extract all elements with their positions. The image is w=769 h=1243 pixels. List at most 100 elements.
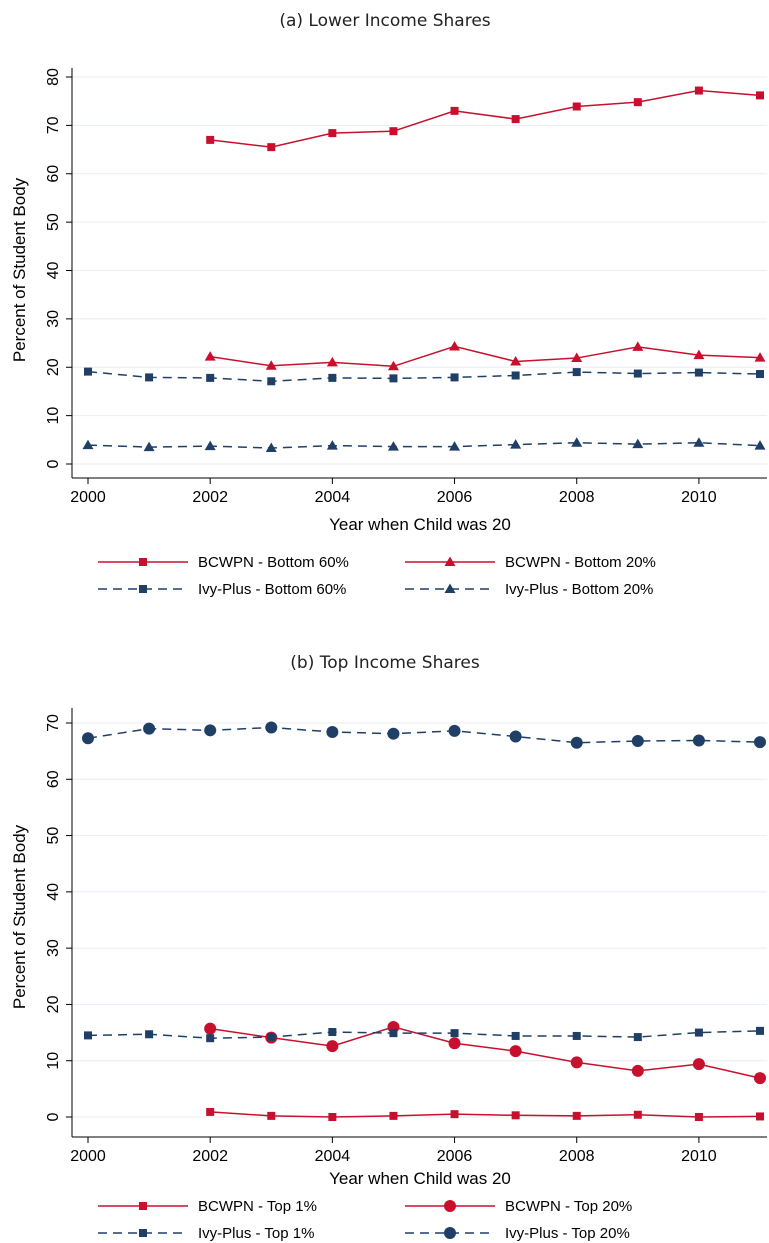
y-tick-label: 70 (45, 714, 62, 732)
data-point (570, 736, 583, 749)
y-tick-label: 30 (45, 939, 62, 957)
data-point (511, 371, 520, 380)
data-point (82, 732, 94, 745)
x-tick-label: 2002 (192, 1148, 228, 1165)
y-tick-label: 50 (45, 827, 62, 845)
legend: BCWPN - Top 1% BCWPN - Top 20% Ivy-Plus - … (98, 1198, 632, 1242)
legend-label: BCWPN - Top 20% (505, 1198, 632, 1215)
data-point (448, 724, 461, 737)
data-point (204, 440, 216, 451)
data-point (326, 726, 339, 739)
data-point (204, 724, 217, 737)
data-point (326, 440, 338, 450)
data-point (693, 437, 705, 447)
data-point (756, 1112, 764, 1121)
legend-label: BCWPN - Bottom 60% (198, 554, 349, 571)
data-point (511, 115, 520, 124)
gridlines (72, 722, 767, 1118)
legend-label: BCWPN - Top 1% (198, 1198, 317, 1215)
y-tick-label: 0 (45, 459, 62, 468)
data-point (267, 377, 276, 386)
series-line (87, 370, 761, 383)
data-point (572, 1031, 581, 1040)
data-point (631, 735, 644, 748)
x-ticks: 2000 2002 2004 2006 2008 2010 (70, 1137, 717, 1165)
data-point (571, 437, 583, 447)
data-point (571, 352, 583, 363)
data-point (387, 727, 400, 740)
legend-marker (444, 583, 456, 593)
x-tick-label: 2010 (681, 1148, 717, 1165)
series-line (210, 1026, 761, 1079)
data-point (265, 360, 277, 370)
data-point (450, 373, 459, 382)
data-point (145, 373, 154, 382)
legend-label: BCWPN - Bottom 20% (505, 554, 656, 571)
data-point (633, 1110, 642, 1119)
data-point (754, 1072, 766, 1085)
x-tick-label: 2010 (681, 489, 717, 506)
series-line (87, 441, 761, 449)
data-point (143, 441, 155, 452)
data-point (389, 127, 398, 136)
data-point (328, 373, 337, 382)
data-point (265, 442, 277, 453)
data-point (449, 340, 461, 351)
x-tick-label: 2008 (559, 1148, 595, 1165)
legend-marker (139, 1202, 147, 1210)
x-tick-label: 2004 (315, 1148, 351, 1165)
x-tick-label: 2006 (437, 1148, 473, 1165)
data-point (633, 1033, 642, 1042)
legend-marker (444, 1200, 456, 1212)
legend-label: Ivy-Plus - Top 1% (198, 1225, 314, 1242)
data-point (633, 369, 642, 378)
data-point (326, 356, 338, 367)
data-point (326, 1040, 339, 1053)
series-group (82, 721, 766, 1121)
x-axis-label: Year when Child was 20 (329, 1169, 511, 1188)
data-point (450, 1029, 459, 1038)
data-point (694, 86, 703, 95)
data-point (267, 143, 276, 152)
data-point (145, 1030, 154, 1039)
data-point (754, 440, 766, 450)
y-tick-label: 10 (45, 1052, 62, 1070)
data-point (572, 1111, 581, 1120)
data-point (267, 1111, 276, 1120)
data-point (694, 1113, 703, 1121)
legend-marker (444, 1227, 456, 1239)
data-point (694, 368, 703, 377)
legend-marker (139, 1229, 147, 1237)
y-tick-label: 50 (45, 213, 62, 231)
legend-marker (139, 585, 147, 593)
data-point (84, 367, 92, 376)
data-point (450, 106, 459, 115)
data-point (328, 1113, 337, 1121)
data-point (754, 736, 766, 749)
y-axis-label: Percent of Student Body (10, 177, 29, 362)
series-line (210, 89, 761, 148)
data-point (692, 1058, 705, 1071)
data-point (206, 373, 215, 382)
y-ticks: 0 10 20 30 40 50 60 70 80 (45, 68, 72, 468)
data-point (692, 734, 705, 747)
data-point (572, 368, 581, 377)
data-point (389, 1029, 398, 1038)
data-point (204, 1022, 217, 1035)
y-tick-label: 60 (45, 770, 62, 788)
y-tick-label: 80 (45, 68, 62, 86)
y-tick-label: 20 (45, 995, 62, 1013)
chart-title: (a) Lower Income Shares (279, 11, 490, 31)
data-point (449, 441, 461, 451)
x-ticks: 2000 2002 2004 2006 2008 2010 (70, 478, 717, 506)
data-point (632, 438, 644, 449)
data-point (267, 1033, 276, 1042)
series-line (210, 1111, 761, 1118)
data-point (632, 341, 644, 351)
data-point (204, 351, 216, 361)
data-point (511, 1111, 520, 1120)
data-point (756, 1026, 764, 1035)
data-point (448, 1037, 461, 1050)
data-point (143, 722, 156, 735)
